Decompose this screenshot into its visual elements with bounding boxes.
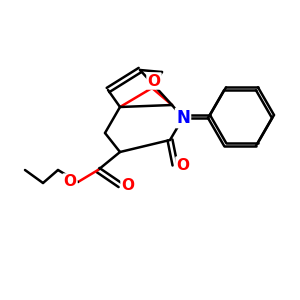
Text: O: O [176,158,190,172]
Text: O: O [148,74,160,88]
Text: O: O [64,175,76,190]
Text: O: O [122,178,134,193]
Text: N: N [176,109,190,127]
